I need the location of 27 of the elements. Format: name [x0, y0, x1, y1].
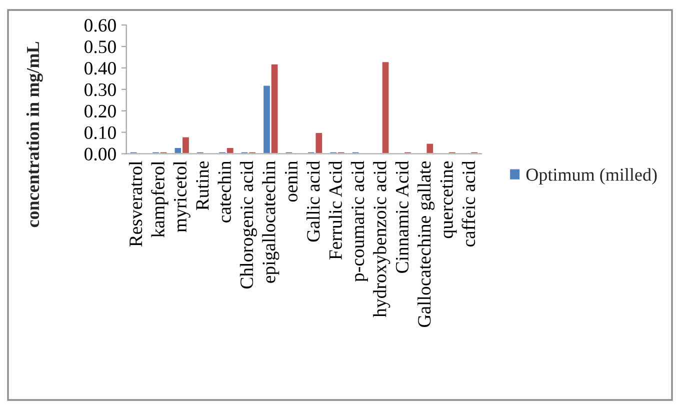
x-tick-label: Cinnamic Acid: [395, 160, 409, 273]
x-tick-label: Rutine: [196, 161, 209, 210]
x-tick-label: kampferol: [151, 161, 168, 238]
y-axis-title: concentration in mg/mL: [26, 42, 43, 228]
y-tick-label: 0.00: [84, 148, 116, 161]
x-tick-label: Ferrulic Acid: [328, 160, 342, 260]
y-tick-label: 0.20: [84, 104, 116, 118]
x-tick-label: myricetol: [173, 161, 190, 232]
y-tick-label: 0.40: [84, 62, 116, 75]
x-tick-label: caffeic acid: [462, 160, 476, 247]
bar: [425, 142, 434, 154]
x-tick-label: hydroxybenzoic acid: [373, 160, 390, 318]
x-tick-label: Resveratrol: [128, 161, 142, 247]
x-tick-label: epigallocatechin: [262, 160, 280, 283]
x-tick-label: p-coumaric acid: [350, 160, 368, 282]
bar: [380, 60, 390, 154]
y-tick-label: 0.60: [84, 19, 116, 32]
x-tick-label: Gallocatechine gallate: [417, 161, 435, 328]
x-tick-label: oenin: [284, 160, 298, 202]
legend-label: Optimum (milled): [526, 168, 657, 184]
y-tick-label: 0.50: [84, 40, 116, 54]
x-tick-label: Chlorogenic acid: [240, 160, 257, 289]
x-tick-label: catechin: [218, 160, 231, 222]
x-tick-label: Gallic acid: [306, 160, 320, 242]
y-tick-label: 0.10: [84, 126, 116, 140]
y-tick-label: 0.30: [84, 83, 116, 96]
x-tick-label: quercetine: [440, 161, 457, 238]
